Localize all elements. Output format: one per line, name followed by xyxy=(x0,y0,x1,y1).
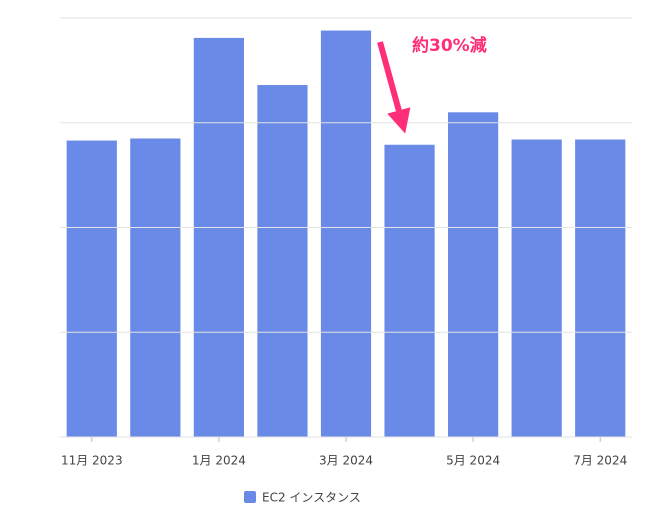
bar xyxy=(193,37,244,438)
bar xyxy=(257,85,308,437)
legend-label: EC2 インスタンス xyxy=(262,491,361,505)
x-tick-label: 3月 2024 xyxy=(319,454,373,468)
annotation-arrow xyxy=(377,41,411,134)
x-tick-label: 11月 2023 xyxy=(61,454,123,468)
bar xyxy=(511,139,562,437)
bar xyxy=(130,138,181,437)
x-tick-label: 7月 2024 xyxy=(573,454,627,468)
bar xyxy=(66,140,117,437)
bar xyxy=(384,144,435,437)
x-tick-label: 5月 2024 xyxy=(446,454,500,468)
annotation: 約30%減 xyxy=(412,35,487,56)
bar xyxy=(575,139,626,437)
x-tick-label: 1月 2024 xyxy=(192,454,246,468)
legend-swatch xyxy=(244,491,256,503)
bar xyxy=(448,112,499,438)
bar xyxy=(320,30,372,437)
